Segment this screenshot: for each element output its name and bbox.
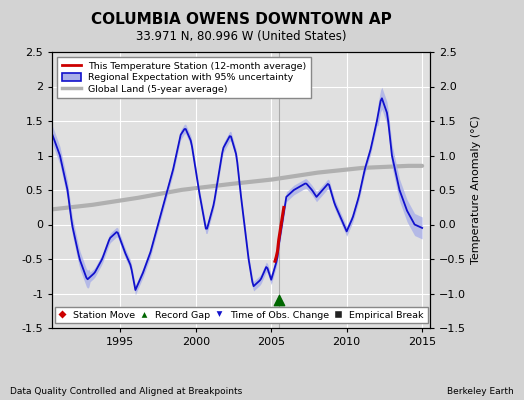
Legend: Station Move, Record Gap, Time of Obs. Change, Empirical Break: Station Move, Record Gap, Time of Obs. C… <box>54 307 428 323</box>
Text: COLUMBIA OWENS DOWNTOWN AP: COLUMBIA OWENS DOWNTOWN AP <box>91 12 391 27</box>
Text: 33.971 N, 80.996 W (United States): 33.971 N, 80.996 W (United States) <box>136 30 346 43</box>
Point <box>275 297 283 304</box>
Text: Data Quality Controlled and Aligned at Breakpoints: Data Quality Controlled and Aligned at B… <box>10 387 243 396</box>
Y-axis label: Temperature Anomaly (°C): Temperature Anomaly (°C) <box>471 116 481 264</box>
Text: Berkeley Earth: Berkeley Earth <box>447 387 514 396</box>
